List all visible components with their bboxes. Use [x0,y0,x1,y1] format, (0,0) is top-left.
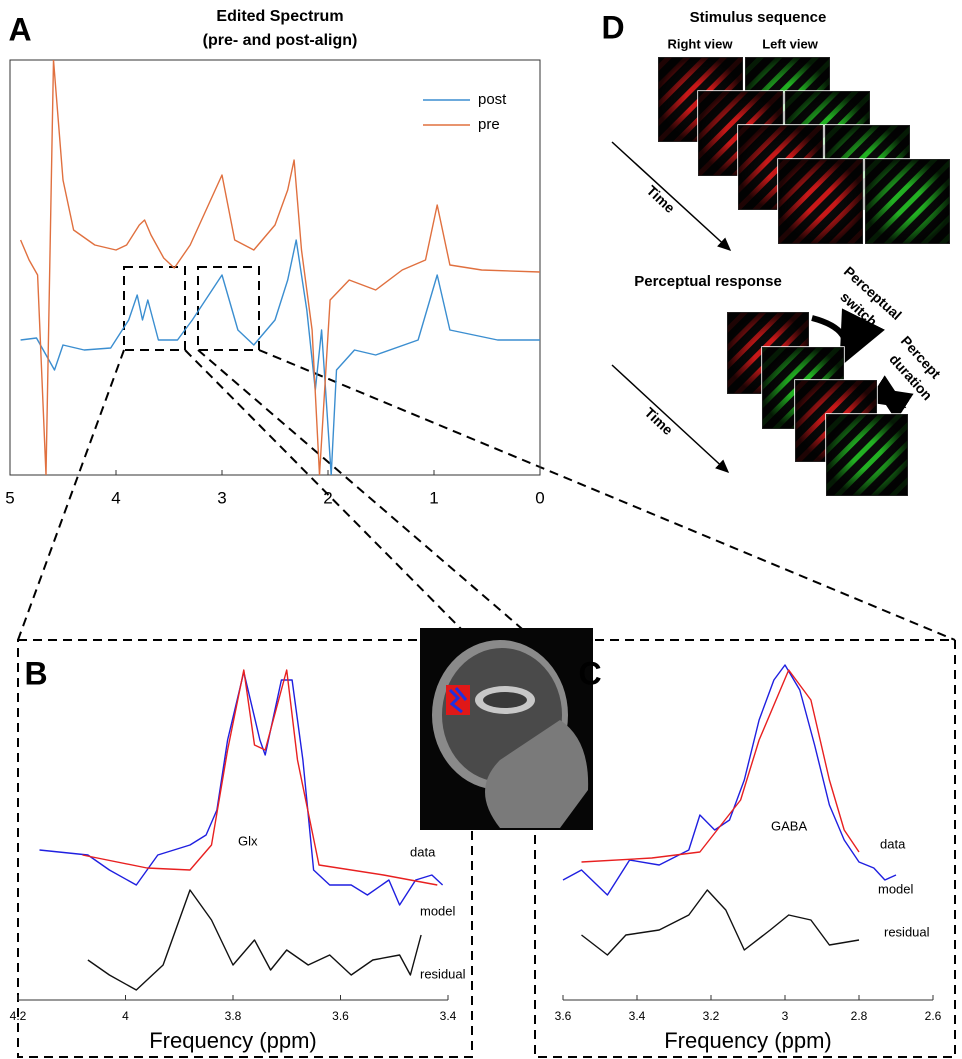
grating-fade [778,159,863,244]
chart-subtitle: (pre- and post-align) [203,32,358,49]
x-tick-label: 2.6 [925,1009,942,1023]
spectrum-line [582,890,860,955]
annotation: GABA [771,818,807,833]
grating-fade [826,414,908,496]
mri-inset [420,628,593,830]
spectrum-line [582,670,860,862]
x-tick-label: 3.4 [440,1009,457,1023]
x-tick-label: 2 [323,488,332,507]
spectrum-line [21,60,540,475]
x-tick-label: 4 [122,1009,129,1023]
x-tick-label: 3 [217,488,226,507]
spectrum-line [88,890,421,990]
panel-label: A [8,11,31,47]
x-tick-label: 1 [429,488,438,507]
x-tick-label: 3.4 [629,1009,646,1023]
chart-title: Edited Spectrum [216,8,343,25]
plot-frame [10,60,540,475]
response-title: Perceptual response [634,273,782,290]
series-label: model [420,903,456,918]
time-label: Time [644,182,679,216]
spectrum-line [21,240,540,475]
x-tick-label: 3.6 [555,1009,572,1023]
series-label: residual [884,924,930,939]
series-label: model [878,881,914,896]
title: Stimulus sequence [690,9,827,26]
figure: A Edited Spectrum (pre- and post-align) 5 4 3… [0,0,962,1059]
view-label: Right view [667,36,733,51]
legend-label: pre [478,116,500,133]
series-label: data [880,836,906,851]
grating-fade [865,159,950,244]
panel-label: B [24,655,47,691]
x-tick-label: 2.8 [851,1009,868,1023]
legend-label: post [478,91,507,108]
x-tick-label: 5 [5,488,14,507]
series-label: residual [420,966,466,981]
x-axis-label: Frequency (ppm) [664,1028,832,1053]
x-tick-label: 0 [535,488,544,507]
x-axis-label: Frequency (ppm) [149,1028,317,1053]
annotation: Glx [238,833,258,848]
panel-label: C [578,655,601,691]
view-label: Left view [762,36,819,51]
time-label: Time [642,404,677,438]
spectrum-line [40,672,443,905]
series-label: data [410,844,436,859]
spectrum-line [83,670,438,885]
x-tick-label: 3 [782,1009,789,1023]
panel-label: D [601,9,624,45]
x-tick-label: 4.2 [10,1009,27,1023]
x-tick-label: 4 [111,488,120,507]
x-tick-label: 3.6 [332,1009,349,1023]
x-tick-label: 3.2 [703,1009,720,1023]
x-tick-label: 3.8 [225,1009,242,1023]
